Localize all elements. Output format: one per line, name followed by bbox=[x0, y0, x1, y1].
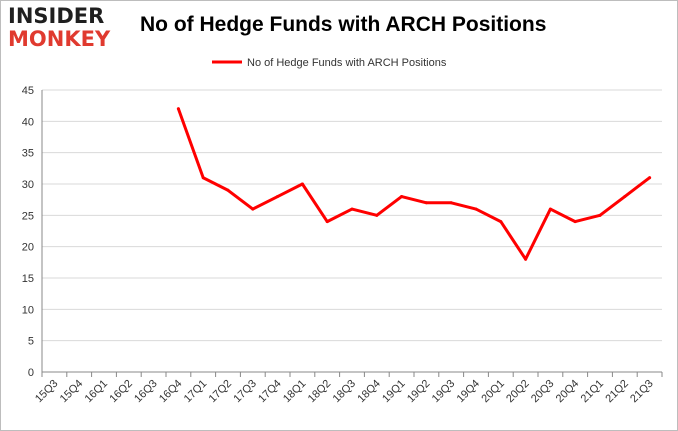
gridlines bbox=[42, 89, 662, 342]
insider-monkey-logo: INSIDER MONKEY bbox=[8, 6, 126, 50]
x-tick-label: 21Q2 bbox=[603, 378, 631, 406]
data-point bbox=[176, 107, 180, 111]
x-tick-label: 19Q4 bbox=[455, 378, 483, 406]
y-axis-tick-labels: 0 5 10 15 20 25 30 35 40 45 bbox=[22, 85, 34, 379]
data-point bbox=[573, 220, 577, 224]
y-tick-label: 25 bbox=[22, 210, 34, 222]
x-tick-label: 18Q3 bbox=[331, 378, 359, 406]
data-point bbox=[400, 195, 404, 199]
data-point bbox=[350, 207, 354, 211]
legend: No of Hedge Funds with ARCH Positions bbox=[212, 57, 447, 69]
chart-title: No of Hedge Funds with ARCH Positions bbox=[140, 13, 547, 36]
y-tick-label: 0 bbox=[28, 367, 34, 379]
x-tick-label: 15Q4 bbox=[58, 378, 86, 406]
data-point bbox=[449, 201, 453, 205]
x-tick-label: 21Q1 bbox=[579, 378, 607, 406]
logo-line-2: MONKEY bbox=[8, 27, 111, 51]
data-point bbox=[375, 213, 379, 217]
x-axis-tick-labels: 15Q315Q416Q116Q216Q316Q417Q117Q217Q317Q4… bbox=[33, 378, 656, 406]
x-tick-label: 20Q1 bbox=[479, 378, 507, 406]
logo-line-1: INSIDER bbox=[8, 4, 105, 28]
data-point bbox=[648, 176, 652, 180]
x-tick-label: 17Q2 bbox=[207, 378, 235, 406]
data-point bbox=[251, 207, 255, 211]
y-tick-label: 40 bbox=[22, 116, 34, 128]
x-tick-label: 18Q2 bbox=[306, 378, 334, 406]
x-tick-label: 16Q1 bbox=[83, 378, 111, 406]
x-tick-label: 20Q3 bbox=[529, 378, 557, 406]
data-point bbox=[300, 182, 304, 186]
y-tick-label: 35 bbox=[22, 148, 34, 160]
x-tick-label: 16Q4 bbox=[157, 378, 185, 406]
x-tick-label: 16Q2 bbox=[107, 378, 135, 406]
x-tick-label: 17Q3 bbox=[231, 378, 259, 406]
data-point bbox=[524, 257, 528, 261]
data-point bbox=[499, 220, 503, 224]
axes bbox=[41, 90, 663, 377]
data-point bbox=[226, 188, 230, 192]
y-tick-label: 15 bbox=[22, 273, 34, 285]
x-tick-label: 20Q2 bbox=[504, 378, 532, 406]
y-tick-label: 30 bbox=[22, 179, 34, 191]
x-tick-label: 19Q1 bbox=[380, 378, 408, 406]
data-point bbox=[276, 195, 280, 199]
x-tick-label: 20Q4 bbox=[554, 378, 582, 406]
x-tick-label: 16Q3 bbox=[132, 378, 160, 406]
y-tick-label: 10 bbox=[22, 304, 34, 316]
x-tick-label: 17Q4 bbox=[256, 378, 284, 406]
x-tick-label: 19Q2 bbox=[405, 378, 433, 406]
y-tick-label: 20 bbox=[22, 242, 34, 254]
series-line bbox=[176, 107, 652, 261]
x-tick-label: 18Q4 bbox=[355, 378, 383, 406]
x-tick-label: 21Q3 bbox=[628, 378, 656, 406]
x-tick-label: 17Q1 bbox=[182, 378, 210, 406]
y-tick-label: 5 bbox=[28, 336, 34, 348]
data-point bbox=[548, 207, 552, 211]
x-tick-label: 18Q1 bbox=[281, 378, 309, 406]
data-point bbox=[325, 220, 329, 224]
data-point bbox=[623, 195, 627, 199]
y-tick-label: 45 bbox=[22, 85, 34, 97]
data-point bbox=[598, 213, 602, 217]
data-point bbox=[474, 207, 478, 211]
data-point bbox=[424, 201, 428, 205]
data-point bbox=[201, 176, 205, 180]
x-tick-label: 15Q3 bbox=[33, 378, 61, 406]
x-tick-label: 19Q3 bbox=[430, 378, 458, 406]
series bbox=[176, 107, 652, 261]
legend-label: No of Hedge Funds with ARCH Positions bbox=[247, 57, 447, 69]
